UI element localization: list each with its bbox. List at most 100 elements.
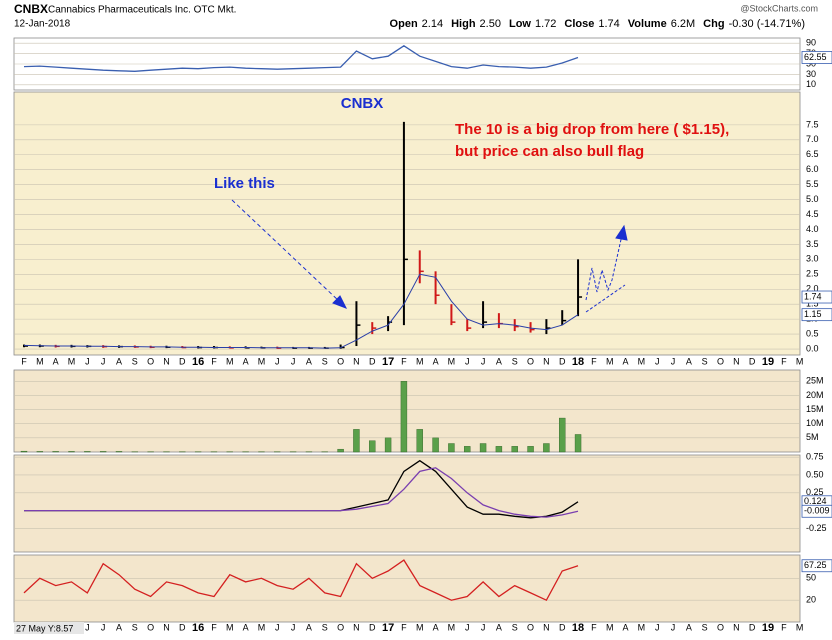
- x-tick-label: J: [85, 622, 90, 632]
- x-tick-label: A: [686, 622, 692, 632]
- x-tick-label: J: [671, 622, 676, 632]
- x-tick-label: J: [101, 356, 106, 366]
- x-tick-label: A: [433, 356, 439, 366]
- x-tick-label: J: [85, 356, 90, 366]
- volume-bar: [21, 451, 27, 452]
- annotation: CNBX: [341, 95, 384, 112]
- x-tick-label: J: [275, 356, 280, 366]
- y-tick-label: 5.0: [806, 194, 819, 204]
- x-tick-label: S: [322, 356, 328, 366]
- x-tick-label: M: [448, 622, 456, 632]
- x-tick-label: N: [543, 356, 550, 366]
- y-tick-label: 7.5: [806, 119, 819, 129]
- volume-bar: [369, 441, 375, 452]
- y-tick-label: 15M: [806, 404, 824, 414]
- y-tick-label: 5M: [806, 432, 819, 442]
- x-tick-label: J: [671, 356, 676, 366]
- volume-bar: [353, 429, 359, 452]
- volume-bar: [385, 438, 391, 452]
- quote-label: High: [451, 18, 476, 30]
- x-tick-label: F: [591, 622, 597, 632]
- x-tick-label: J: [275, 622, 280, 632]
- x-tick-label: S: [322, 622, 328, 632]
- x-tick-label: D: [179, 356, 186, 366]
- y-tick-label: 90: [806, 38, 816, 48]
- x-tick-label: F: [781, 622, 787, 632]
- quote-label: Chg: [703, 18, 724, 30]
- x-tick-label: 16: [192, 356, 204, 368]
- volume-bar: [84, 451, 90, 452]
- y-tick-label: 3.0: [806, 254, 819, 264]
- x-tick-label: F: [401, 622, 407, 632]
- y-tick-label: 6.0: [806, 164, 819, 174]
- x-tick-label: A: [686, 356, 692, 366]
- volume-bar: [480, 444, 486, 452]
- annotation: Like this: [214, 175, 275, 192]
- x-tick-label: O: [337, 356, 344, 366]
- y-tick-label: 20: [806, 595, 816, 605]
- y-tick-label: 4.5: [806, 209, 819, 219]
- volume-bar: [100, 451, 106, 452]
- x-tick-label: A: [433, 622, 439, 632]
- quote-value: -0.30 (-14.71%): [729, 18, 805, 30]
- volume-bar: [559, 418, 565, 452]
- x-tick-label: M: [36, 356, 44, 366]
- x-tick-label: J: [101, 622, 106, 632]
- x-tick-label: A: [623, 622, 629, 632]
- x-tick-label: M: [638, 622, 646, 632]
- symbol: CNBX: [14, 2, 48, 16]
- volume-bar: [401, 381, 407, 452]
- y-tick-label: 3.5: [806, 239, 819, 249]
- volume-bar: [512, 446, 518, 452]
- x-tick-label: N: [353, 356, 360, 366]
- y-tick-label: 2.5: [806, 269, 819, 279]
- date: 12-Jan-2018: [14, 19, 71, 30]
- y-tick-label: 4.0: [806, 224, 819, 234]
- quote-label: Low: [509, 18, 531, 30]
- y-tick-label: 50: [806, 573, 816, 583]
- x-tick-label: M: [258, 622, 266, 632]
- quote-value: 2.14: [422, 18, 443, 30]
- x-tick-label: F: [781, 356, 787, 366]
- x-tick-label: D: [179, 622, 186, 632]
- x-tick-label: J: [291, 356, 296, 366]
- volume-bar: [464, 446, 470, 452]
- x-tick-label: M: [68, 356, 76, 366]
- y-tick-label: 10: [806, 79, 816, 89]
- x-tick-label: J: [465, 622, 470, 632]
- x-tick-label: A: [306, 622, 312, 632]
- company-name: Cannabics Pharmaceuticals Inc. OTC Mkt.: [48, 5, 236, 16]
- x-tick-label: S: [702, 622, 708, 632]
- x-tick-label: S: [132, 622, 138, 632]
- value-tag-label: 1.74: [804, 291, 822, 301]
- y-tick-label: 20M: [806, 390, 824, 400]
- volume-bar: [68, 451, 74, 452]
- x-tick-label: O: [527, 622, 534, 632]
- x-tick-label: D: [369, 356, 376, 366]
- x-tick-label: A: [623, 356, 629, 366]
- x-tick-label: M: [796, 356, 804, 366]
- x-tick-label: 18: [572, 622, 584, 634]
- value-tag-label: 62.55: [804, 52, 827, 62]
- y-tick-label: 0.0: [806, 343, 819, 353]
- x-tick-label: A: [496, 622, 502, 632]
- x-tick-label: O: [717, 622, 724, 632]
- quote-value: 6.2M: [671, 18, 695, 30]
- quote-value: 1.74: [598, 18, 619, 30]
- y-tick-label: 25M: [806, 376, 824, 386]
- x-tick-label: M: [226, 356, 234, 366]
- x-tick-label: D: [559, 622, 566, 632]
- volume-bar: [37, 451, 43, 452]
- x-tick-label: D: [369, 622, 376, 632]
- x-tick-label: 18: [572, 356, 584, 368]
- y-tick-label: -0.25: [806, 523, 827, 533]
- y-tick-label: 0.50: [806, 469, 824, 479]
- x-tick-label: N: [543, 622, 550, 632]
- x-tick-label: M: [448, 356, 456, 366]
- x-tick-label: J: [655, 622, 660, 632]
- quote-label: Volume: [628, 18, 667, 30]
- x-tick-label: O: [717, 356, 724, 366]
- x-tick-label: 17: [382, 622, 394, 634]
- x-tick-label: M: [416, 622, 424, 632]
